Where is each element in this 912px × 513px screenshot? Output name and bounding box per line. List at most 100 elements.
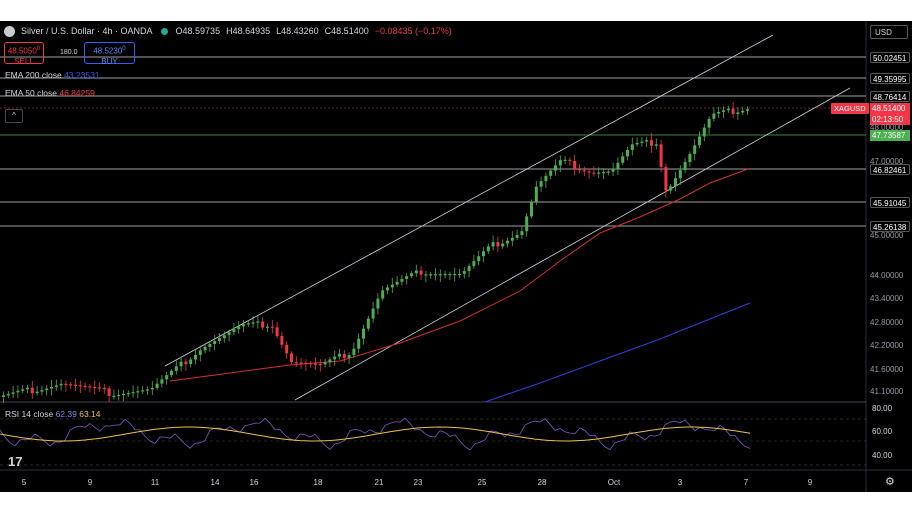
candle-body bbox=[606, 171, 610, 173]
ohlc-low: L48.43260 bbox=[276, 26, 319, 36]
currency-selector[interactable]: USD bbox=[870, 25, 908, 39]
candle-body bbox=[443, 274, 447, 276]
candle-body bbox=[530, 201, 533, 217]
candle-body bbox=[141, 390, 145, 392]
candle-body bbox=[467, 266, 471, 271]
candle-body bbox=[208, 343, 212, 347]
candle-body bbox=[424, 274, 428, 276]
tradingview-logo[interactable]: 17 bbox=[8, 454, 23, 469]
candle-body bbox=[16, 390, 20, 393]
candle-body bbox=[621, 156, 625, 163]
candle-body bbox=[558, 160, 562, 166]
candle-body bbox=[477, 256, 481, 262]
channel-lower-line bbox=[294, 87, 851, 401]
rsi-label: RSI 14 close bbox=[5, 409, 54, 419]
candle-body bbox=[309, 363, 313, 365]
candle-body bbox=[366, 318, 370, 329]
time-label: 9 bbox=[87, 478, 93, 487]
chevron-up-icon[interactable]: ^ bbox=[5, 109, 23, 123]
rsi-ma-line bbox=[0, 426, 751, 442]
candle-body bbox=[698, 136, 701, 146]
price-label: 41.10000 bbox=[870, 387, 904, 396]
time-label: 23 bbox=[413, 478, 423, 487]
candle-body bbox=[203, 346, 207, 351]
candle-body bbox=[501, 243, 505, 247]
candle-body bbox=[414, 270, 418, 274]
rsi-axis-label: 60.00 bbox=[872, 427, 893, 436]
candle-body bbox=[194, 354, 197, 360]
ema50-legend[interactable]: EMA 50 close 46.84259 bbox=[5, 88, 95, 98]
ohlc-close: C48.51400 bbox=[324, 26, 369, 36]
symbol-title[interactable]: Silver / U.S. Dollar · 4h · OANDA bbox=[21, 26, 153, 36]
ohlc-change: −0.08435 (−0.17%) bbox=[374, 26, 452, 36]
candle-body bbox=[242, 324, 245, 327]
time-label: 16 bbox=[249, 478, 259, 487]
candle-body bbox=[568, 159, 572, 161]
candle-body bbox=[616, 162, 620, 170]
candle-body bbox=[472, 261, 476, 267]
candle-body bbox=[102, 387, 106, 390]
rsi-legend[interactable]: RSI 14 close 62.39 63.14 bbox=[5, 409, 101, 419]
ema200-value: 43.23531 bbox=[64, 70, 100, 80]
rsi-line bbox=[0, 417, 751, 451]
candle-body bbox=[626, 149, 629, 157]
candle-body bbox=[582, 170, 586, 172]
candle-body bbox=[88, 386, 92, 388]
candle-body bbox=[30, 387, 34, 394]
candle-body bbox=[328, 359, 332, 363]
price-tag: 48.76414 bbox=[870, 91, 910, 102]
sell-price-sup: 0 bbox=[36, 46, 41, 52]
candle-body bbox=[381, 290, 385, 299]
candle-body bbox=[405, 276, 409, 279]
ema200-legend[interactable]: EMA 200 close 43.23531 bbox=[5, 70, 100, 80]
buy-label: BUY bbox=[101, 56, 118, 66]
candle-body bbox=[83, 385, 87, 387]
candle-body bbox=[179, 361, 183, 367]
candle-body bbox=[261, 321, 265, 328]
candle-body bbox=[150, 387, 154, 390]
candle-body bbox=[534, 186, 538, 202]
candle-body bbox=[304, 362, 308, 365]
candle-body bbox=[112, 395, 116, 397]
sell-label: SELL bbox=[14, 56, 34, 66]
sell-button[interactable]: 48.50500 SELL bbox=[4, 42, 44, 66]
ohlc-high: H48.64935 bbox=[226, 26, 271, 36]
candle-body bbox=[482, 251, 485, 257]
candle-body bbox=[98, 387, 101, 389]
candle-body bbox=[611, 169, 615, 172]
time-label: Oct bbox=[607, 478, 621, 487]
rsi-axis-label: 80.00 bbox=[872, 404, 893, 413]
ema200-label: EMA 200 close bbox=[5, 70, 62, 80]
channel-upper-line bbox=[164, 34, 774, 367]
candle-body bbox=[21, 389, 25, 391]
price-label: 44.00000 bbox=[870, 271, 904, 280]
chart-window: Silver / U.S. Dollar · 4h · OANDA O48.59… bbox=[0, 21, 912, 492]
price-chart[interactable] bbox=[0, 21, 912, 492]
price-label: 43.40000 bbox=[870, 294, 904, 303]
candle-body bbox=[266, 326, 269, 328]
candle-body bbox=[539, 181, 543, 187]
candle-body bbox=[251, 322, 255, 324]
candle-body bbox=[597, 172, 601, 174]
candle-body bbox=[510, 237, 514, 241]
time-label: 25 bbox=[477, 478, 487, 487]
time-label: 7 bbox=[743, 478, 749, 487]
price-label: 45.00000 bbox=[870, 231, 904, 240]
ohlc-open: O48.59735 bbox=[175, 26, 221, 36]
candle-body bbox=[117, 394, 121, 397]
time-label: 9 bbox=[807, 478, 813, 487]
candle-body bbox=[448, 273, 452, 276]
candle-body bbox=[131, 392, 135, 394]
rsi-ma-value: 63.14 bbox=[79, 409, 101, 419]
gear-icon[interactable]: ⚙ bbox=[885, 476, 895, 488]
time-label: 14 bbox=[210, 478, 220, 487]
rsi-value: 62.39 bbox=[55, 409, 77, 419]
candle-body bbox=[549, 170, 553, 176]
candle-body bbox=[731, 108, 735, 115]
time-label: 5 bbox=[21, 478, 27, 487]
candle-body bbox=[246, 323, 250, 325]
candle-body bbox=[362, 328, 365, 339]
buy-button[interactable]: 48.52300 BUY bbox=[84, 42, 135, 66]
time-label: 28 bbox=[537, 478, 547, 487]
candle-body bbox=[573, 160, 577, 170]
